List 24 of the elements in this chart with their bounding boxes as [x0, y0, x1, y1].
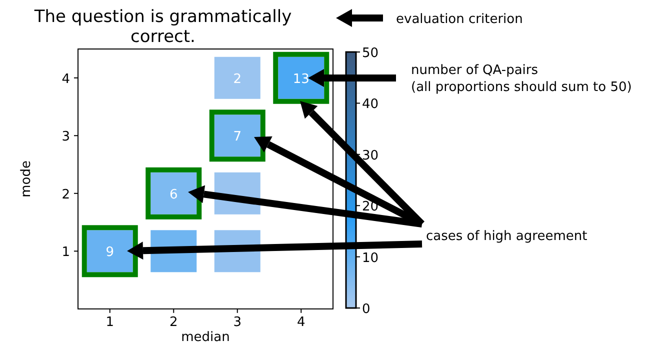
x-tick-label: 2	[169, 314, 178, 330]
y-tick-label: 1	[62, 245, 70, 260]
data-label: 6	[169, 187, 178, 202]
y-axis-title: mode	[19, 160, 34, 198]
data-label: 7	[233, 130, 242, 145]
y-tick-label: 3	[62, 130, 70, 145]
chart-title: The question is grammatically correct.	[33, 7, 292, 47]
data-label: 2	[233, 72, 242, 87]
text: evaluation criterion	[396, 12, 523, 27]
y-tick-label: 4	[62, 72, 70, 87]
color-bar-label: 40	[362, 97, 379, 112]
x-tick-label: 4	[296, 314, 306, 330]
x-tick-label: 3	[233, 314, 242, 330]
color-bar-label: 30	[362, 148, 379, 164]
color-bar-title: number of QA-pairs (all proportions should sum to 50)	[411, 63, 632, 95]
color-bar-label: 50	[362, 46, 379, 61]
y-tick-label: 2	[62, 187, 70, 202]
color-bar-label: 10	[362, 250, 379, 266]
x-tick-label: 1	[106, 314, 114, 330]
x-axis-title: median	[181, 330, 230, 343]
data-label: 13	[292, 72, 310, 87]
data-label: 9	[106, 245, 114, 260]
color-bar-label: 0	[362, 302, 370, 317]
text: cases of high agreement	[426, 229, 588, 244]
